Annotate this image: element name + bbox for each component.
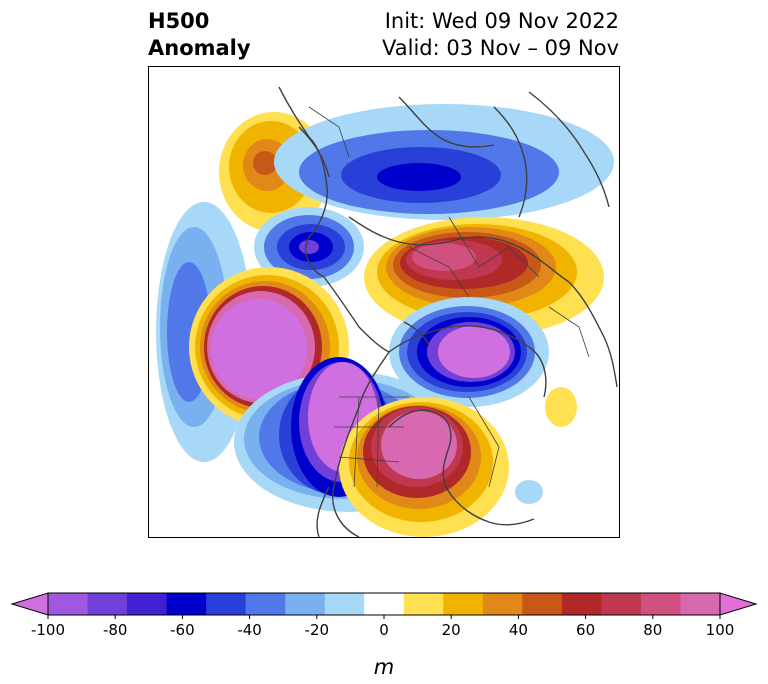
colorbar-tick-label: -100 (31, 621, 65, 639)
colorbar-tick-label: 80 (643, 621, 662, 639)
anomaly-map (148, 66, 620, 538)
colorbar-svg: -100 -80 -60 -40 -20 0 20 40 60 80 100 (10, 592, 758, 639)
colorbar-segment (640, 593, 681, 615)
colorbar-segment (127, 593, 168, 615)
colorbar-tick-label: -40 (237, 621, 262, 639)
colorbar-segment (324, 593, 365, 615)
valid-range: Valid: 03 Nov – 09 Nov (382, 36, 619, 60)
colorbar-segment (364, 593, 405, 615)
colorbar-segment (245, 593, 286, 615)
colorbar-unit: m (373, 655, 395, 679)
anomaly-positive-small (545, 387, 577, 427)
anomaly-positive-east-us (339, 397, 509, 537)
colorbar-segment (87, 593, 128, 615)
anomaly-negative-atlantic (389, 297, 549, 407)
political-borders (308, 106, 590, 488)
colorbar-tick-label: -80 (103, 621, 128, 639)
chart-title: H500 Anomaly (148, 8, 251, 62)
colorbar: -100 -80 -60 -40 -20 0 20 40 60 80 100 (0, 580, 768, 670)
colorbar-segment (482, 593, 523, 615)
anomaly-negative-small (515, 480, 543, 504)
colorbar-segment (443, 593, 484, 615)
colorbar-arrow-left (10, 592, 49, 616)
anomaly-positive-pacific (189, 267, 349, 427)
colorbar-segment (680, 593, 721, 615)
chart-dates: Init: Wed 09 Nov 2022 Valid: 03 Nov – 09… (382, 8, 619, 62)
colorbar-segment (166, 593, 207, 615)
colorbar-segment (285, 593, 326, 615)
colorbar-tick-label: 60 (576, 621, 595, 639)
colorbar-arrow-right (719, 592, 758, 616)
colorbar-tick-label: 20 (442, 621, 461, 639)
colorbar-tick-label: 40 (509, 621, 528, 639)
colorbar-tick-label: 0 (379, 621, 389, 639)
coastlines (278, 86, 618, 537)
init-date: Init: Wed 09 Nov 2022 (384, 9, 619, 33)
anomaly-negative-bering (254, 207, 364, 287)
colorbar-segment (601, 593, 642, 615)
colorbar-segment (522, 593, 563, 615)
colorbar-segment (403, 593, 444, 615)
colorbar-segment (206, 593, 247, 615)
map-canvas (156, 86, 618, 537)
colorbar-segment (561, 593, 602, 615)
colorbar-tick-label: -20 (305, 621, 330, 639)
title-field: Anomaly (148, 36, 251, 60)
colorbar-tick-label: 100 (706, 621, 735, 639)
title-variable: H500 (148, 9, 210, 33)
colorbar-segment (48, 593, 89, 615)
anomaly-negative-arctic (274, 104, 614, 220)
colorbar-tick-label: -60 (170, 621, 195, 639)
